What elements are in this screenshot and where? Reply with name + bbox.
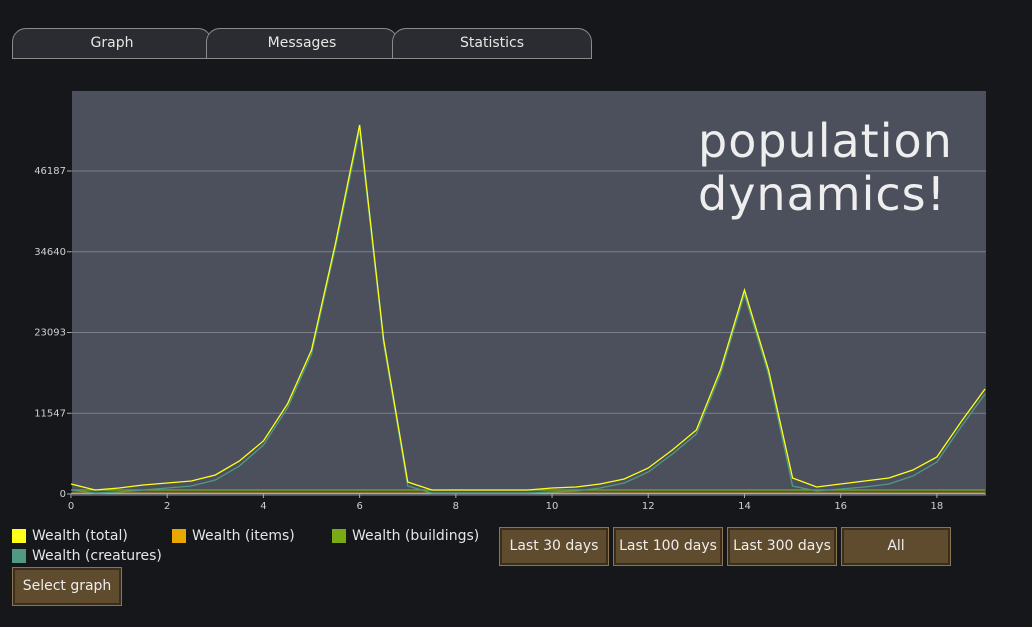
x-tick-label: 6: [356, 501, 362, 512]
x-tick-label: 12: [642, 501, 655, 512]
x-tick-label: 8: [453, 501, 459, 512]
button[interactable]: Select graph: [12, 567, 122, 606]
y-tick-label: 46187: [34, 166, 66, 177]
tab[interactable]: Messages: [206, 28, 398, 59]
legend-entry: Wealth (items): [172, 528, 295, 544]
legend-entry: Wealth (total): [12, 528, 128, 544]
legend-swatch: [12, 549, 26, 563]
x-tick-label: 14: [738, 501, 751, 512]
legend-label: Wealth (items): [192, 528, 295, 544]
button[interactable]: Last 300 days: [727, 527, 837, 566]
y-tick-label: 0: [60, 489, 66, 500]
x-tick-label: 10: [546, 501, 559, 512]
series-line: [70, 130, 986, 494]
plot-area: [72, 91, 986, 496]
legend-swatch: [332, 529, 346, 543]
annotation: population dynamics!: [698, 114, 953, 221]
y-tick-label: 34640: [34, 247, 66, 258]
legend-swatch: [12, 529, 26, 543]
tab[interactable]: Statistics: [392, 28, 592, 59]
button[interactable]: All: [841, 527, 951, 566]
x-tick-label: 4: [260, 501, 266, 512]
legend-label: Wealth (creatures): [32, 548, 162, 564]
x-tick-label: 0: [68, 501, 74, 512]
legend-label: Wealth (total): [32, 528, 128, 544]
y-tick-label: 23093: [34, 328, 66, 339]
legend-label: Wealth (buildings): [352, 528, 480, 544]
legend-entry: Wealth (buildings): [332, 528, 479, 544]
button[interactable]: Last 30 days: [499, 527, 609, 566]
x-tick-label: 2: [164, 501, 170, 512]
tab[interactable]: Graph: [12, 28, 212, 59]
legend-entry: Wealth (creatures): [12, 548, 162, 564]
legend-swatch: [172, 529, 186, 543]
x-tick-label: 16: [834, 501, 847, 512]
button[interactable]: Last 100 days: [613, 527, 723, 566]
x-tick-label: 18: [931, 501, 944, 512]
series-line: [70, 124, 986, 491]
y-tick-label: 11547: [34, 408, 66, 419]
